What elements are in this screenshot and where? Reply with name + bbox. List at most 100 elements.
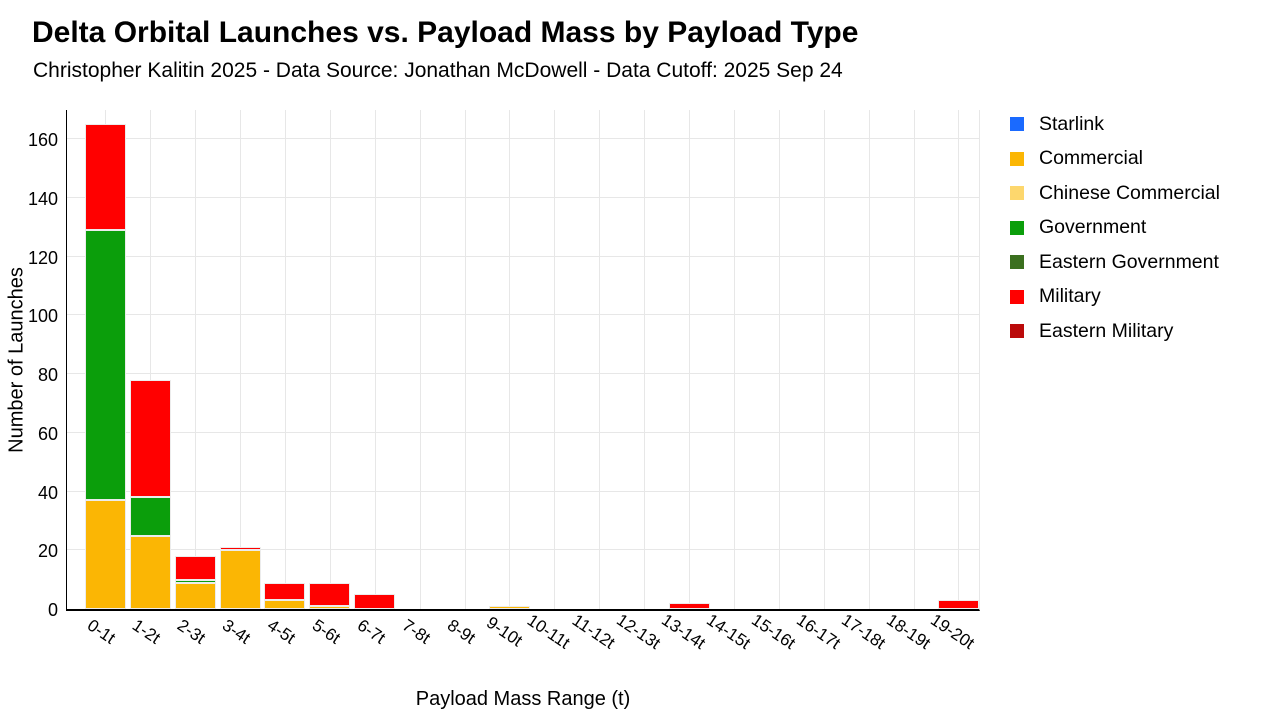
- x-axis-title: Payload Mass Range (t): [415, 688, 631, 710]
- x-tick-label-16-17t: 16-17t: [792, 610, 844, 653]
- legend-swatch-government: [1010, 220, 1024, 235]
- bar-segment-13-14t-military[interactable]: [668, 603, 710, 609]
- x-tick-label-13-14t: 13-14t: [658, 610, 709, 653]
- y-gridline: [67, 138, 979, 139]
- legend-swatch-military: [1010, 289, 1024, 304]
- bar-segment-1-2t-military[interactable]: [129, 379, 171, 498]
- chart-title: Delta Orbital Launches vs. Payload Mass …: [32, 16, 859, 49]
- bar-2-3t: [174, 556, 216, 609]
- bar-segment-4-5t-commercial[interactable]: [264, 600, 306, 609]
- legend-item-chinese-commercial[interactable]: Chinese Commercial: [1010, 182, 1220, 204]
- x-tick-label-4-5t: 4-5t: [263, 615, 299, 648]
- x-tick-label-5-6t: 5-6t: [308, 615, 344, 648]
- x-tick-label-2-3t: 2-3t: [173, 615, 209, 648]
- x-gridline: [823, 110, 825, 609]
- y-tick-label: 20: [37, 541, 58, 562]
- bar-6-7t: [354, 594, 396, 609]
- x-gridline: [689, 110, 690, 609]
- x-gridline: [419, 110, 421, 609]
- y-tick-label: 40: [37, 482, 58, 503]
- y-tick-label: 60: [37, 423, 58, 444]
- legend-item-starlink[interactable]: Starlink: [1010, 113, 1220, 135]
- bar-segment-2-3t-commercial[interactable]: [174, 582, 216, 609]
- x-tick-label-19-20t: 19-20t: [927, 610, 979, 653]
- bar-segment-1-2t-commercial[interactable]: [129, 535, 171, 609]
- bar-segment-5-6t-commercial[interactable]: [309, 606, 351, 609]
- y-gridline: [67, 549, 979, 551]
- legend-item-commercial[interactable]: Commercial: [1010, 147, 1220, 170]
- bar-segment-5-6t-military[interactable]: [309, 582, 351, 607]
- y-gridline: [67, 314, 979, 316]
- x-tick-label-11-12t: 11-12t: [568, 610, 619, 653]
- bar-segment-4-5t-military[interactable]: [264, 582, 306, 601]
- x-tick-label-18-19t: 18-19t: [882, 610, 934, 653]
- x-gridline: [913, 110, 915, 609]
- bar-segment-0-1t-commercial[interactable]: [84, 500, 126, 609]
- legend-label: Government: [1039, 216, 1147, 238]
- bar-4-5t: [264, 582, 306, 609]
- y-gridline: [67, 373, 979, 374]
- legend-item-eastern-military[interactable]: Eastern Military: [1010, 320, 1220, 342]
- y-tick-label: 80: [37, 365, 58, 385]
- bar-5-6t: [309, 582, 351, 609]
- legend-label: Military: [1039, 285, 1101, 307]
- x-gridline: [240, 110, 241, 609]
- y-axis-tick-labels: 0 20 40 60 80 100 120 140 160: [0, 110, 58, 619]
- x-tick-label-6-7t: 6-7t: [353, 615, 389, 648]
- bar-segment-2-3t-military[interactable]: [174, 556, 216, 580]
- chart-legend: Starlink Commercial Chinese Commercial Gove…: [1010, 113, 1220, 355]
- x-tick-label-7-8t: 7-8t: [398, 615, 434, 648]
- legend-swatch-chinese-commercial: [1010, 186, 1024, 200]
- legend-label: Starlink: [1039, 112, 1105, 135]
- chart-subtitle: Christopher Kalitin 2025 - Data Source: …: [33, 59, 843, 82]
- bar-segment-9-10t-commercial[interactable]: [488, 606, 530, 609]
- legend-label: Commercial: [1039, 147, 1144, 169]
- legend-swatch-commercial: [1010, 151, 1024, 166]
- legend-swatch-starlink: [1010, 117, 1024, 131]
- y-gridline: [67, 255, 979, 257]
- y-tick-label: 160: [27, 130, 58, 150]
- y-gridline: [67, 196, 979, 198]
- x-tick-label-9-10t: 9-10t: [483, 612, 527, 651]
- x-gridline: [554, 110, 556, 609]
- x-gridline: [868, 110, 870, 609]
- legend-item-military[interactable]: Military: [1010, 285, 1220, 308]
- x-gridline: [195, 110, 197, 609]
- bar-9-10t: [488, 606, 530, 609]
- bar-segment-2-3t-government[interactable]: [174, 579, 216, 583]
- bar-segment-0-1t-military[interactable]: [84, 124, 126, 231]
- x-gridline: [644, 110, 646, 609]
- x-gridline: [599, 110, 601, 609]
- y-tick-label: 0: [47, 600, 58, 620]
- x-gridline: [509, 110, 511, 609]
- bar-segment-0-1t-government[interactable]: [84, 230, 126, 501]
- bar-0-1t: [84, 124, 126, 609]
- bar-segment-19-20t-military[interactable]: [937, 600, 979, 609]
- bar-1-2t: [129, 379, 171, 609]
- legend-item-government[interactable]: Government: [1010, 216, 1220, 239]
- y-gridline: [67, 490, 979, 492]
- x-tick-label-1-2t: 1-2t: [129, 615, 164, 648]
- bar-segment-1-2t-government[interactable]: [129, 497, 171, 536]
- y-tick-label: 100: [27, 306, 58, 327]
- legend-item-eastern-government[interactable]: Eastern Government: [1010, 251, 1220, 273]
- bar-3-4t: [219, 547, 261, 609]
- bar-segment-3-4t-commercial[interactable]: [219, 550, 261, 609]
- x-tick-label-15-16t: 15-16t: [747, 610, 799, 653]
- x-tick-label-3-4t: 3-4t: [218, 615, 254, 648]
- bar-segment-3-4t-military[interactable]: [219, 547, 261, 551]
- x-tick-label-17-18t: 17-18t: [837, 610, 889, 653]
- x-tick-label-8-9t: 8-9t: [443, 615, 479, 648]
- x-tick-label-0-1t: 0-1t: [84, 615, 120, 648]
- bar-13-14t: [668, 603, 710, 609]
- bar-segment-6-7t-military[interactable]: [354, 594, 396, 609]
- x-tick-label-10-11t: 10-11t: [524, 610, 574, 653]
- legend-label: Chinese Commercial: [1039, 181, 1220, 204]
- x-gridline: [284, 110, 286, 609]
- legend-swatch-eastern-government: [1010, 255, 1024, 269]
- x-tick-label-12-13t: 12-13t: [613, 610, 664, 653]
- x-gridline: [958, 110, 960, 609]
- chart-plot-area: [66, 110, 980, 611]
- legend-label: Eastern Government: [1039, 250, 1219, 273]
